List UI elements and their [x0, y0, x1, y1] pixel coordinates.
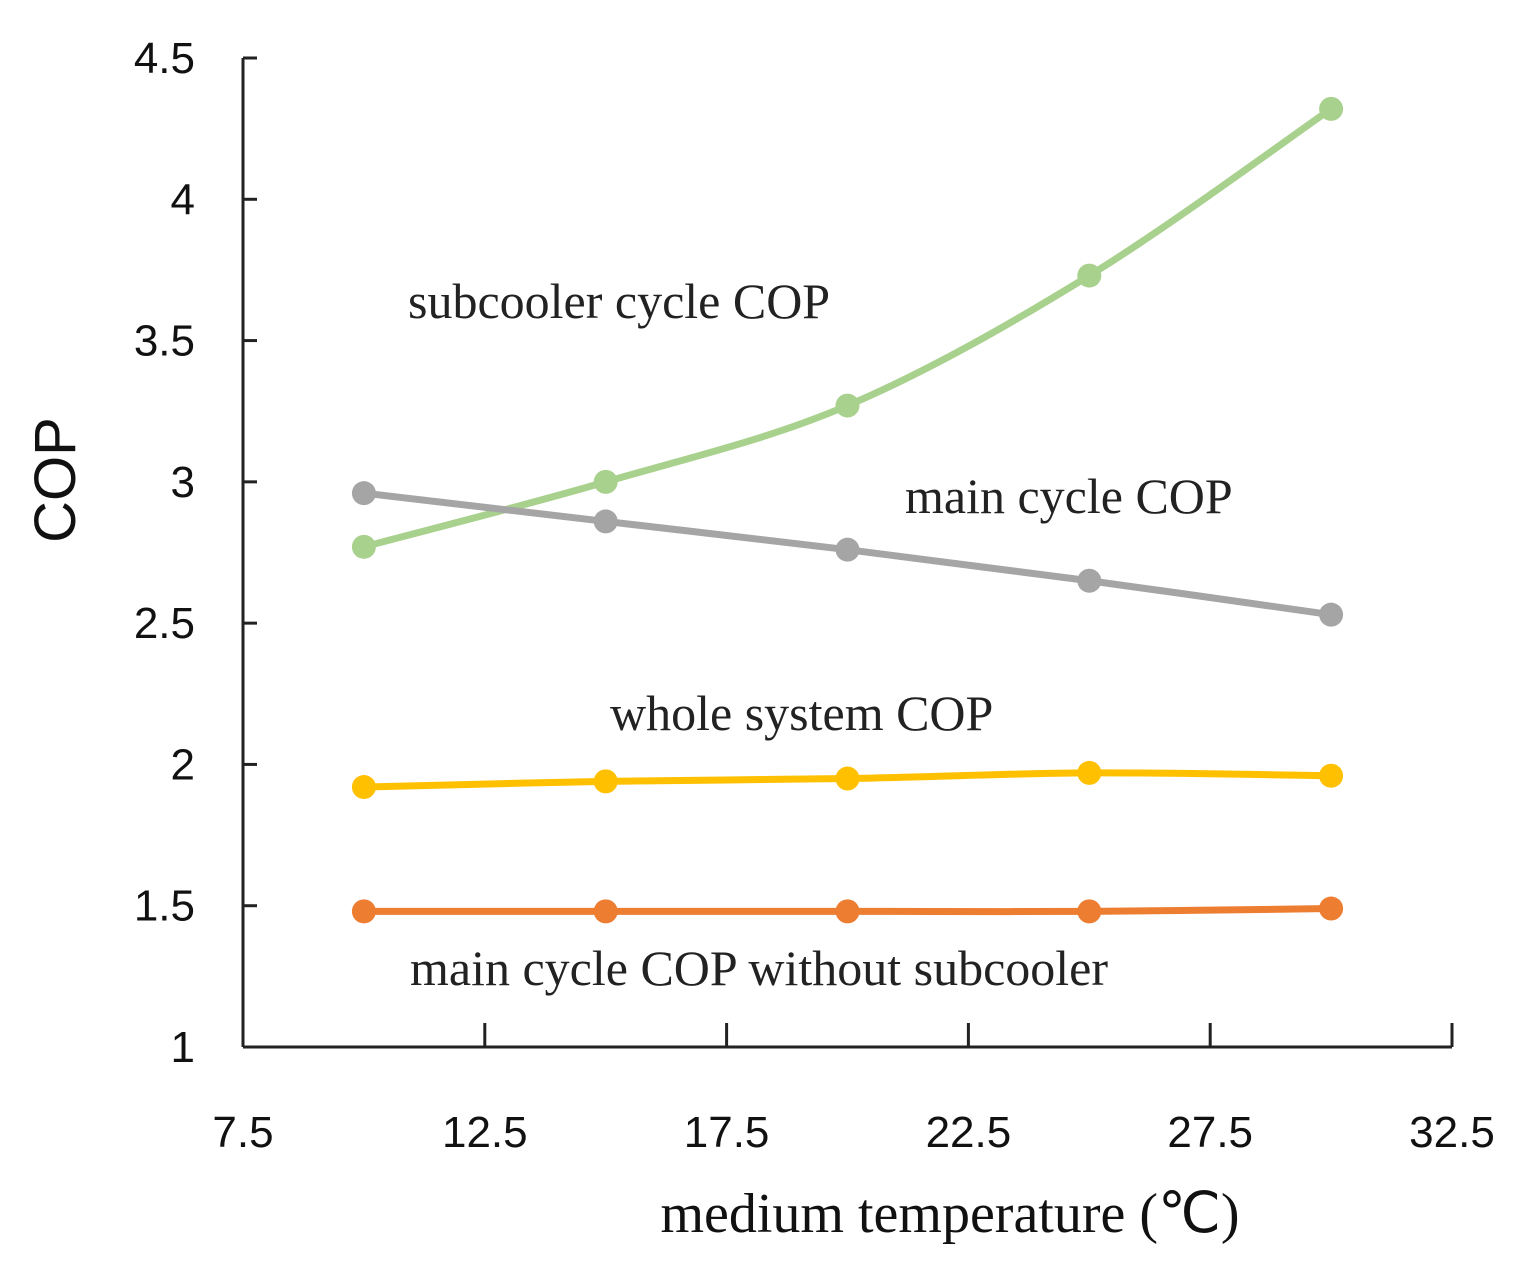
x-axis-title: medium temperature (℃)	[660, 1183, 1239, 1245]
data-point-main-cycle-cop-without-subcooler	[351, 899, 376, 924]
y-tick-label: 2	[171, 740, 195, 789]
data-point-subcooler-cycle-cop	[835, 393, 860, 418]
data-point-main-cycle-cop-without-subcooler	[835, 899, 860, 924]
data-point-main-cycle-cop	[593, 509, 618, 534]
y-tick-label: 4	[171, 175, 195, 224]
x-tick-label: 32.5	[1409, 1108, 1495, 1157]
data-point-subcooler-cycle-cop	[1077, 263, 1102, 288]
data-point-subcooler-cycle-cop	[593, 469, 618, 494]
y-axis-title: COP	[23, 417, 88, 543]
data-point-subcooler-cycle-cop	[1319, 96, 1344, 121]
data-point-whole-system-cop	[1077, 760, 1102, 785]
data-point-main-cycle-cop	[351, 481, 376, 506]
y-tick-label: 1	[171, 1023, 195, 1072]
y-tick-label: 3.5	[134, 317, 195, 366]
data-point-main-cycle-cop-without-subcooler	[1319, 896, 1344, 921]
x-tick-label: 27.5	[1167, 1108, 1253, 1157]
data-point-main-cycle-cop	[835, 537, 860, 562]
x-tick-label: 17.5	[684, 1108, 770, 1157]
series-group	[351, 96, 1344, 924]
axes	[241, 58, 1452, 1049]
data-point-main-cycle-cop	[1077, 568, 1102, 593]
data-point-main-cycle-cop-without-subcooler	[1077, 899, 1102, 924]
x-tick-label: 12.5	[442, 1108, 528, 1157]
data-point-whole-system-cop	[835, 766, 860, 791]
data-point-main-cycle-cop-without-subcooler	[593, 899, 618, 924]
label-whole-system-cop: whole system COP	[610, 685, 993, 741]
data-point-main-cycle-cop	[1319, 602, 1344, 627]
y-ticks: 1 1.5 2 2.5 3 3.5 4 4.5	[134, 34, 257, 1072]
data-point-whole-system-cop	[593, 769, 618, 794]
x-tick-label: 7.5	[212, 1108, 273, 1157]
x-ticks: 7.5 12.5 17.5 22.5 27.5 32.5	[212, 1023, 1495, 1157]
data-point-whole-system-cop	[351, 775, 376, 800]
label-main-cycle-cop: main cycle COP	[905, 468, 1233, 524]
y-tick-label: 3	[171, 458, 195, 507]
y-tick-label: 2.5	[134, 599, 195, 648]
y-tick-label: 4.5	[134, 34, 195, 83]
x-tick-label: 22.5	[926, 1108, 1012, 1157]
label-subcooler-cycle-cop: subcooler cycle COP	[408, 273, 830, 329]
label-main-cycle-cop-without-subcooler: main cycle COP without subcooler	[410, 940, 1108, 996]
data-point-subcooler-cycle-cop	[351, 534, 376, 559]
data-point-whole-system-cop	[1319, 763, 1344, 788]
y-tick-label: 1.5	[134, 882, 195, 931]
